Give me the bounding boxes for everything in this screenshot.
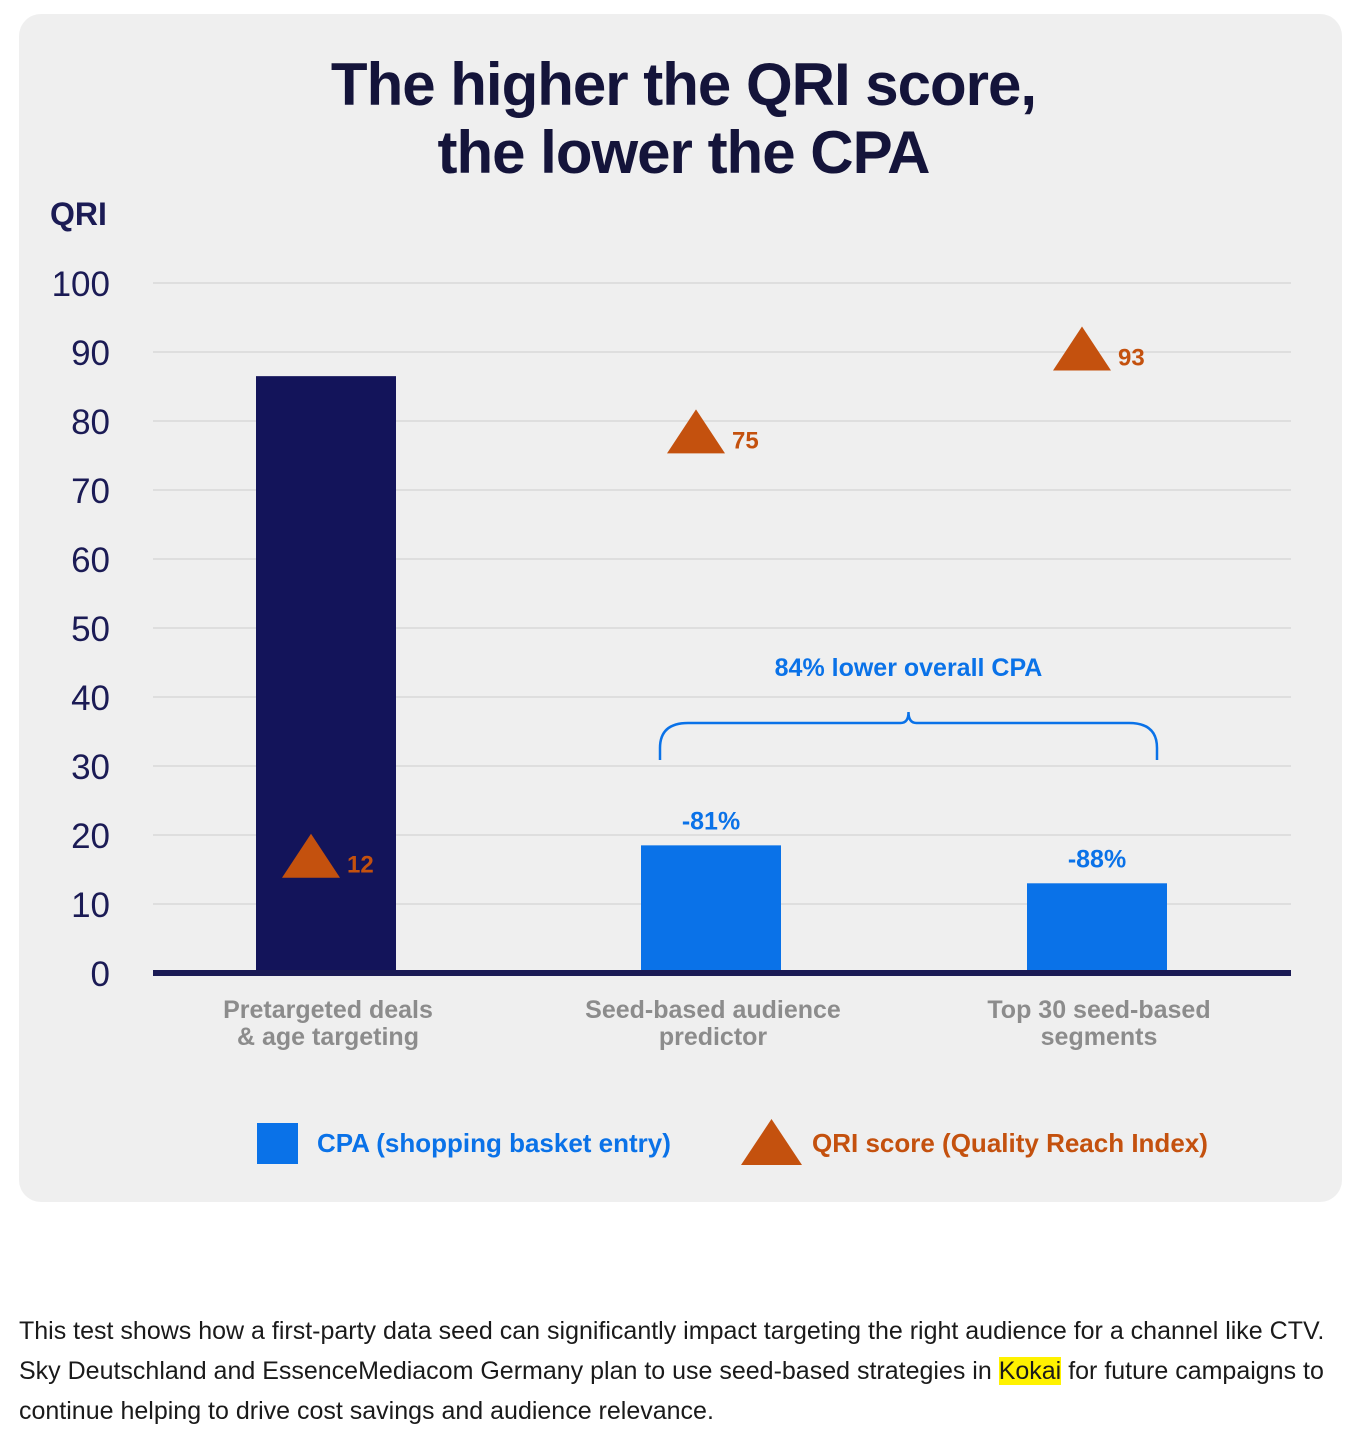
chart-card: [19, 14, 1342, 1202]
y-tick-label: 40: [71, 679, 110, 718]
chart-title-line-1: The higher the QRI score,: [330, 51, 1037, 118]
cpa-bar-label: -88%: [1068, 845, 1126, 873]
x-category-label: Top 30 seed-based: [987, 996, 1210, 1024]
qri-triangle-marker: [1053, 326, 1111, 371]
y-tick-label: 10: [71, 886, 110, 925]
qri-value-label: 93: [1118, 345, 1145, 372]
chart-plot: QRI 0 10 20 30 40 50 60 70 80 90 100 -81% -88% 12 75 93 8…: [50, 196, 1291, 1051]
qri-triangle-marker: [282, 833, 340, 878]
qri-value-label: 75: [732, 427, 759, 454]
footer-highlight-kokai: Kokai: [998, 1357, 1062, 1385]
x-category-label: Seed-based audience: [585, 996, 841, 1024]
legend-qri-triangle-icon: [741, 1119, 802, 1165]
qri-triangle-marker: [667, 409, 725, 454]
x-axis-baseline: [153, 970, 1291, 976]
legend-cpa-swatch: [257, 1123, 298, 1164]
bracket-annotation: 84% lower overall CPA: [775, 654, 1043, 682]
y-tick-label: 100: [52, 265, 110, 304]
y-tick-label: 0: [91, 955, 110, 994]
y-tick-label: 90: [71, 334, 110, 373]
y-tick-label: 70: [71, 472, 110, 511]
cpa-bracket: [658, 711, 1159, 760]
y-axis-label: QRI: [50, 196, 107, 232]
y-tick-label: 80: [71, 403, 110, 442]
chart-title-line-2: the lower the CPA: [437, 119, 931, 186]
x-category-label: predictor: [659, 1023, 768, 1051]
y-tick-label: 60: [71, 541, 110, 580]
footer-text-before: This test shows how a first-party data s…: [19, 1317, 1325, 1385]
footer-text-after: for future campaigns to continue helping…: [19, 1357, 1324, 1425]
x-category-label: & age targeting: [237, 1023, 419, 1051]
legend-cpa-label: CPA (shopping basket entry): [317, 1128, 671, 1158]
legend-qri-label: QRI score (Quality Reach Index): [812, 1128, 1208, 1158]
footer-paragraph: This test shows how a first-party data s…: [19, 1311, 1349, 1431]
y-tick-label: 50: [71, 610, 110, 649]
qri-value-label: 12: [347, 852, 374, 879]
cpa-bar: [1027, 883, 1167, 973]
cpa-bar-label: -81%: [682, 807, 740, 835]
cpa-bar: [256, 376, 396, 973]
x-category-label: segments: [1041, 1023, 1158, 1051]
y-tick-label: 30: [71, 748, 110, 787]
x-category-label: Pretargeted deals: [223, 996, 433, 1024]
y-tick-label: 20: [71, 817, 110, 856]
cpa-bar: [641, 845, 781, 973]
